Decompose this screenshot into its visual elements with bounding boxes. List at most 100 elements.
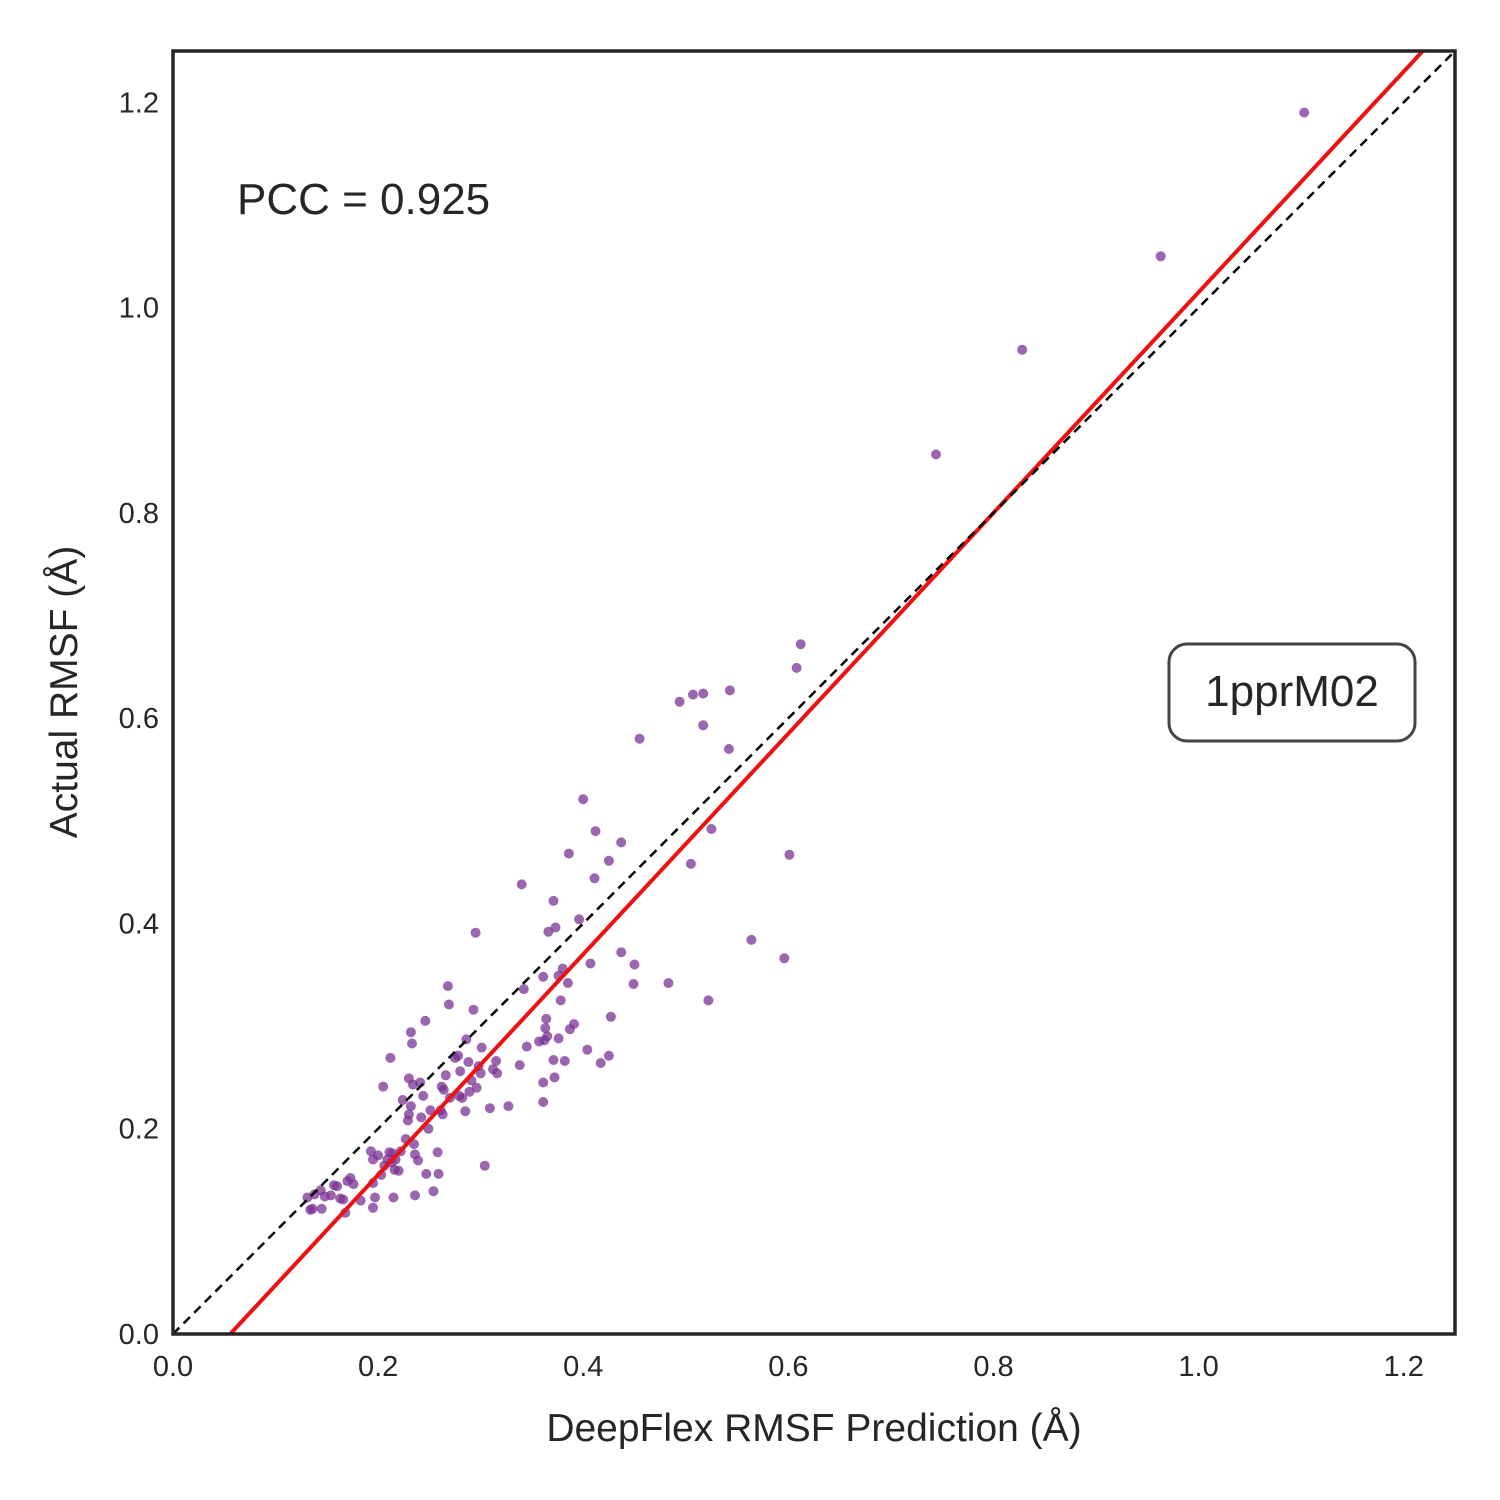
data-point [538, 1077, 549, 1088]
data-point [698, 688, 709, 699]
data-point [564, 1024, 575, 1035]
data-point [410, 1149, 420, 1160]
y-tick-label: 0.8 [119, 498, 159, 530]
data-point [479, 1160, 490, 1171]
data-point [405, 1027, 416, 1038]
data-point [368, 1154, 378, 1165]
regression-line [228, 49, 1425, 1336]
data-point [543, 926, 554, 937]
data-point [428, 1186, 439, 1197]
data-point [629, 959, 640, 970]
data-point [388, 1192, 399, 1203]
x-tick-label: 0.0 [153, 1351, 193, 1383]
data-point [628, 979, 639, 989]
data-point [1299, 107, 1310, 118]
data-point [416, 1112, 427, 1123]
data-point [503, 1101, 514, 1112]
x-tick-label: 0.4 [563, 1351, 603, 1383]
data-point [405, 1101, 416, 1112]
data-point [540, 1023, 551, 1034]
data-point [1155, 251, 1166, 262]
data-point [402, 1115, 413, 1126]
data-point [616, 837, 627, 848]
data-point [538, 971, 549, 982]
data-point [463, 1057, 474, 1067]
data-point [555, 995, 566, 1006]
data-point [385, 1052, 396, 1063]
data-point [418, 1090, 429, 1101]
data-point [335, 1193, 346, 1204]
data-point [663, 978, 674, 988]
y-tick-label: 0.2 [119, 1114, 159, 1146]
structure-id-label: 1pprM02 [1205, 667, 1379, 716]
data-point [442, 981, 453, 992]
y-tick-label: 0.0 [119, 1319, 159, 1351]
data-point [674, 696, 685, 707]
data-point [724, 685, 735, 696]
structure-id-box-border [1167, 642, 1417, 743]
data-point [488, 1064, 498, 1075]
data-point [305, 1204, 316, 1215]
data-point [518, 984, 529, 995]
data-point [397, 1095, 408, 1105]
data-point [514, 1060, 525, 1071]
data-point [368, 1202, 378, 1213]
data-point [403, 1073, 414, 1084]
data-point [541, 1013, 552, 1024]
x-tick-label: 0.6 [768, 1351, 808, 1383]
data-point [548, 895, 559, 906]
data-point [378, 1081, 389, 1092]
x-tick-label: 1.0 [1178, 1351, 1218, 1383]
data-point [420, 1015, 431, 1026]
data-point [464, 1086, 475, 1097]
data-point [329, 1180, 339, 1191]
x-axis-label: DeepFlex RMSF Prediction (Å) [546, 1406, 1081, 1450]
axis-ticks: 0.0 0.2 0.4 0.6 0.8 1.0 1.2 0.0 0.2 0.4 0.6 0.8 1.0 1… [119, 87, 1424, 1383]
data-point [688, 689, 698, 700]
data-point [425, 1105, 436, 1116]
data-point [436, 1081, 447, 1092]
y-tick-label: 1.0 [119, 293, 159, 325]
data-point [723, 744, 734, 754]
x-tick-label: 0.8 [973, 1351, 1013, 1383]
data-point [746, 934, 757, 945]
data-point [779, 953, 790, 964]
data-point [791, 662, 802, 673]
identity-line [172, 50, 1456, 1335]
data-point [410, 1190, 420, 1201]
y-tick-label: 0.4 [119, 908, 159, 940]
y-axis-label: Actual RMSF (Å) [42, 546, 86, 839]
data-point [460, 1106, 471, 1117]
data-point [365, 1146, 376, 1157]
data-point [516, 879, 527, 890]
data-point [562, 978, 573, 988]
data-point [603, 855, 614, 866]
data-point [616, 947, 627, 958]
data-point [1017, 344, 1028, 355]
data-point [491, 1056, 502, 1066]
data-point [578, 794, 589, 805]
data-point [421, 1168, 432, 1179]
data-point [595, 1058, 606, 1068]
data-point [559, 1056, 570, 1066]
data-point [432, 1147, 443, 1158]
data-point [553, 1033, 564, 1044]
data-point [468, 1004, 479, 1015]
reference-lines [172, 49, 1456, 1336]
plot-frame [171, 49, 1457, 1336]
data-point [455, 1066, 466, 1077]
data-point [370, 1192, 380, 1203]
data-point [585, 958, 596, 969]
data-point [590, 826, 601, 837]
data-point [582, 1044, 593, 1055]
data-point [521, 1041, 532, 1052]
data-point [534, 1036, 545, 1047]
data-point [589, 873, 600, 884]
data-point [698, 720, 709, 731]
y-tick-label: 0.6 [119, 703, 159, 735]
data-point [484, 1103, 495, 1114]
data-point [476, 1042, 487, 1053]
data-point [538, 1097, 549, 1107]
